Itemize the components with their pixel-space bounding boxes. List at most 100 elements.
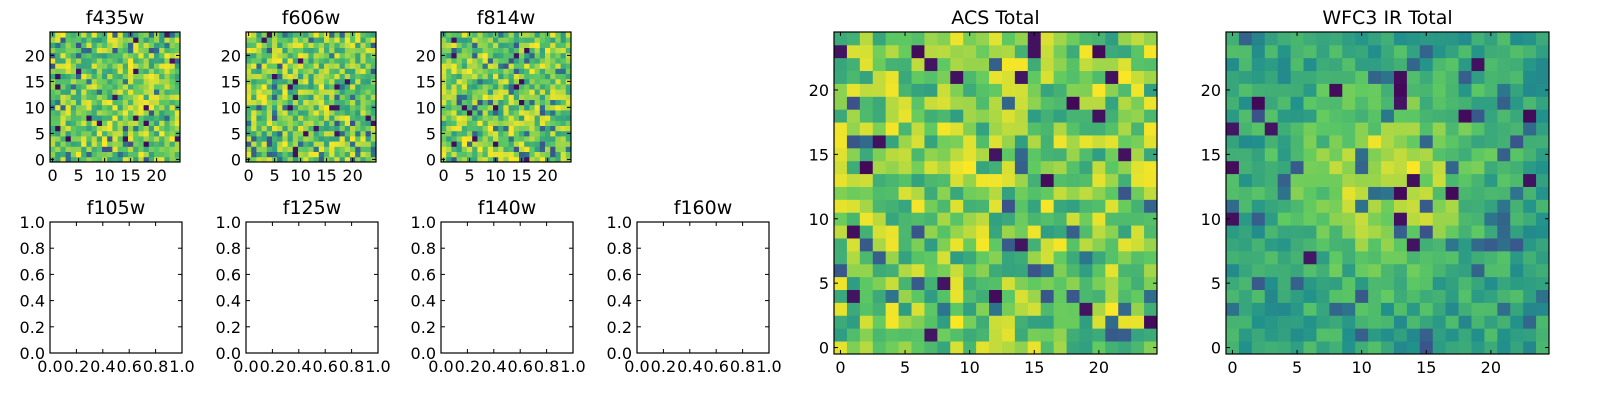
heatmap-cell (313, 78, 320, 85)
heatmap-cell (154, 130, 160, 137)
heatmap-cell (318, 151, 325, 158)
heatmap-cell (1523, 70, 1537, 84)
heatmap-cell (1368, 328, 1382, 342)
heatmap-cell (96, 156, 103, 163)
heatmap-cell (266, 104, 273, 111)
heatmap-cell (282, 52, 288, 59)
heatmap-cell (143, 78, 150, 85)
heatmap-cell (534, 68, 541, 74)
heatmap-cell (287, 104, 294, 111)
heatmap-cell (334, 68, 340, 74)
heatmap-cell (148, 94, 155, 100)
heatmap-cell (55, 130, 61, 137)
heatmap-cell (924, 212, 938, 226)
heatmap-cell (86, 104, 92, 111)
heatmap-cell (55, 156, 61, 163)
heatmap-cell (846, 122, 861, 136)
heatmap-cell (96, 73, 103, 80)
heatmap-cell (1329, 225, 1343, 239)
heatmap-cell (344, 63, 351, 69)
heatmap-cell (1014, 238, 1029, 252)
heatmap-cell (117, 156, 124, 163)
heatmap-cell (976, 212, 990, 226)
heatmap-cell (133, 68, 139, 74)
heatmap-cell (872, 341, 887, 355)
heatmap-cell (482, 99, 489, 106)
heatmap-cell (872, 70, 887, 84)
heatmap-cell (360, 125, 366, 132)
heatmap-cell (1497, 70, 1511, 84)
heatmap-cell (50, 141, 56, 147)
x-tick-label: 20 (537, 166, 557, 185)
heatmap-cell (498, 84, 504, 90)
heatmap-cell (898, 263, 912, 278)
heatmap-cell (1342, 341, 1356, 355)
heatmap-cell (467, 89, 473, 95)
heatmap-cell (834, 250, 848, 265)
heatmap-cell (846, 160, 861, 175)
heatmap-cell (524, 68, 530, 74)
heatmap-cell (885, 147, 899, 162)
heatmap-cell (55, 104, 61, 111)
heatmap-cell (60, 58, 66, 64)
heatmap-cell (1014, 186, 1029, 200)
heatmap-cell (1419, 263, 1434, 278)
heatmap-cell (477, 151, 483, 158)
heatmap-cell (1303, 250, 1317, 265)
heatmap-cell (1523, 315, 1537, 329)
heatmap-cell (846, 109, 861, 123)
heatmap-cell (1458, 341, 1472, 355)
heatmap-cell (560, 125, 567, 132)
heatmap-cell (70, 151, 77, 158)
heatmap-cell (138, 136, 144, 142)
heatmap-cell (1131, 32, 1145, 46)
heatmap-cell (324, 141, 330, 147)
heatmap-cell (872, 57, 887, 72)
heatmap-cell (55, 32, 61, 38)
heatmap-cell (472, 32, 478, 38)
heatmap-cell (277, 151, 283, 158)
heatmap-cell (1144, 32, 1158, 46)
heatmap-cell (1355, 289, 1369, 303)
heatmap-cell (846, 212, 861, 226)
heatmap-cell (565, 115, 572, 121)
heatmap-cell (55, 58, 61, 64)
heatmap-cell (513, 120, 520, 126)
heatmap-cell (164, 84, 170, 90)
heatmap-cell (246, 58, 252, 64)
heatmap-cell (555, 125, 561, 132)
heatmap-cell (1355, 328, 1369, 342)
heatmap-cell (133, 32, 139, 38)
heatmap-cell (539, 63, 546, 69)
heatmap-cell (1079, 250, 1093, 265)
heatmap-cell (266, 151, 273, 158)
heatmap-cell (477, 47, 483, 54)
heatmap-cell (1523, 135, 1537, 149)
heatmap-cell (277, 63, 283, 69)
heatmap-cell (1445, 341, 1459, 355)
heatmap-cell (1027, 109, 1042, 123)
heatmap-cell (846, 263, 861, 278)
heatmap-cell (524, 130, 530, 137)
heatmap-cell (50, 99, 56, 106)
heatmap-cell (256, 94, 262, 100)
heatmap-cell (872, 225, 887, 239)
heatmap-cell (441, 68, 447, 74)
heatmap-cell (298, 47, 304, 54)
heatmap-cell (446, 130, 452, 137)
heatmap-cell (937, 173, 951, 187)
heatmap-cell (1523, 109, 1537, 123)
heatmap-cell (477, 115, 483, 121)
heatmap-cell (467, 63, 473, 69)
heatmap-cell (1432, 57, 1447, 72)
heatmap-cell (1264, 109, 1279, 123)
heatmap-cell (1131, 96, 1145, 110)
heatmap-cell (164, 68, 170, 74)
x-tick-label: 15 (1416, 358, 1436, 377)
heatmap-cell (1484, 173, 1498, 187)
heatmap-cell (50, 63, 56, 69)
heatmap-cell (872, 186, 887, 200)
heatmap-cell (472, 130, 478, 137)
heatmap-cell (550, 63, 556, 69)
